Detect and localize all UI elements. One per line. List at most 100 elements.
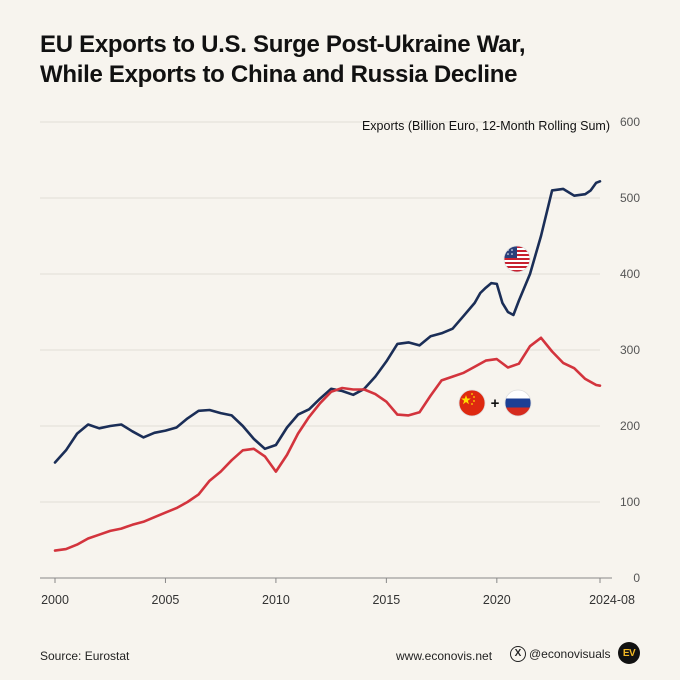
data-point-china_russia: [209, 480, 211, 482]
data-point-us: [253, 438, 255, 440]
data-point-us: [452, 328, 454, 330]
plus-sign: +: [491, 395, 500, 412]
data-point-us: [264, 448, 266, 450]
x-tick-label: 2015: [372, 593, 400, 607]
data-point-us: [242, 425, 244, 427]
data-point-china_russia: [98, 534, 100, 536]
data-point-china_russia: [253, 448, 255, 450]
data-point-china_russia: [419, 412, 421, 414]
data-point-china_russia: [154, 516, 156, 518]
data-point-us: [286, 427, 288, 429]
series-line-china_russia: [53, 336, 602, 552]
x-tick-label: 2005: [152, 593, 180, 607]
data-point-china_russia: [386, 401, 388, 403]
data-point-china_russia: [408, 415, 410, 417]
x-tick-label: 2020: [483, 593, 511, 607]
data-point-china_russia: [308, 416, 310, 418]
data-point-us: [419, 345, 421, 347]
data-point-us: [584, 193, 586, 195]
website-link[interactable]: www.econovis.net: [396, 649, 493, 663]
russia-flag-icon: [504, 389, 532, 417]
data-point-china_russia: [187, 501, 189, 503]
data-point-china_russia: [595, 384, 597, 386]
data-point-china_russia: [264, 456, 266, 458]
series-layer: [53, 180, 602, 552]
data-point-us: [375, 376, 377, 378]
data-point-us: [573, 195, 575, 197]
data-point-china_russia: [352, 389, 354, 391]
y-tick-label: 600: [620, 115, 640, 129]
data-point-china_russia: [220, 471, 222, 473]
data-point-us: [187, 418, 189, 420]
data-point-china_russia: [330, 391, 332, 393]
data-point-china_russia: [529, 345, 531, 347]
data-point-china_russia: [485, 360, 487, 362]
data-point-us: [529, 273, 531, 275]
y-tick-label: 400: [620, 267, 640, 281]
x-handle[interactable]: X @econovisuals: [510, 646, 611, 662]
data-point-us: [485, 287, 487, 289]
data-point-china_russia: [275, 471, 277, 473]
data-point-china_russia: [143, 521, 145, 523]
data-point-us: [496, 283, 498, 285]
data-point-us: [408, 342, 410, 344]
data-point-us: [132, 431, 134, 433]
data-point-us: [87, 424, 89, 426]
data-point-us: [386, 361, 388, 363]
data-point-us: [463, 315, 465, 317]
x-tick-label: 2010: [262, 593, 290, 607]
data-point-us: [297, 414, 299, 416]
y-tick-label: 300: [620, 343, 640, 357]
data-point-us: [198, 410, 200, 412]
title-line-1: EU Exports to U.S. Surge Post-Ukraine Wa…: [40, 31, 526, 58]
data-point-china_russia: [54, 550, 56, 552]
data-point-china_russia: [507, 367, 509, 369]
series-line-us: [53, 180, 602, 464]
data-point-us: [562, 188, 564, 190]
y-tick-label: 0: [633, 571, 640, 585]
data-point-china_russia: [87, 538, 89, 540]
data-point-us: [540, 235, 542, 237]
line-chart: 0 100 200 300 400 500 600 2000 2005 2010 2015 2020 2…: [40, 115, 640, 607]
data-point-china_russia: [562, 362, 564, 364]
data-point-us: [109, 425, 111, 427]
data-point-china_russia: [242, 450, 244, 452]
data-point-china_russia: [286, 454, 288, 456]
y-tick-label: 500: [620, 191, 640, 205]
data-point-china_russia: [441, 380, 443, 382]
y-axis-label: Exports (Billion Euro, 12-Month Rolling …: [362, 119, 610, 133]
x-tick-label: 2024-08: [589, 593, 635, 607]
y-tick-label: 100: [620, 495, 640, 509]
data-point-china_russia: [518, 363, 520, 365]
data-point-china_russia: [319, 402, 321, 404]
chart-title: EU Exports to U.S. Surge Post-Ukraine Wa…: [40, 30, 640, 90]
data-point-china_russia: [540, 337, 542, 339]
data-point-us: [590, 190, 592, 192]
data-point-us: [599, 181, 601, 183]
data-point-china_russia: [109, 530, 111, 532]
data-point-us: [54, 462, 56, 464]
data-point-us: [65, 450, 67, 452]
data-point-china_russia: [599, 385, 601, 387]
data-point-china_russia: [375, 393, 377, 395]
data-point-china_russia: [364, 389, 366, 391]
data-point-us: [220, 412, 222, 414]
data-point-us: [121, 424, 123, 426]
data-point-us: [480, 292, 482, 294]
data-point-us: [352, 394, 354, 396]
data-point-us: [143, 437, 145, 439]
data-point-us: [231, 415, 233, 417]
data-point-us: [507, 311, 509, 313]
data-point-us: [595, 182, 597, 184]
data-point-china_russia: [584, 378, 586, 380]
x-tick-label: 2000: [41, 593, 69, 607]
data-point-china_russia: [132, 524, 134, 526]
data-point-us: [513, 314, 515, 316]
data-point-china_russia: [341, 387, 343, 389]
x-logo-icon: X: [510, 646, 526, 662]
data-point-china_russia: [496, 358, 498, 360]
data-point-china_russia: [452, 376, 454, 378]
handle-label: @econovisuals: [529, 647, 611, 661]
data-point-us: [474, 302, 476, 304]
data-point-china_russia: [397, 414, 399, 416]
